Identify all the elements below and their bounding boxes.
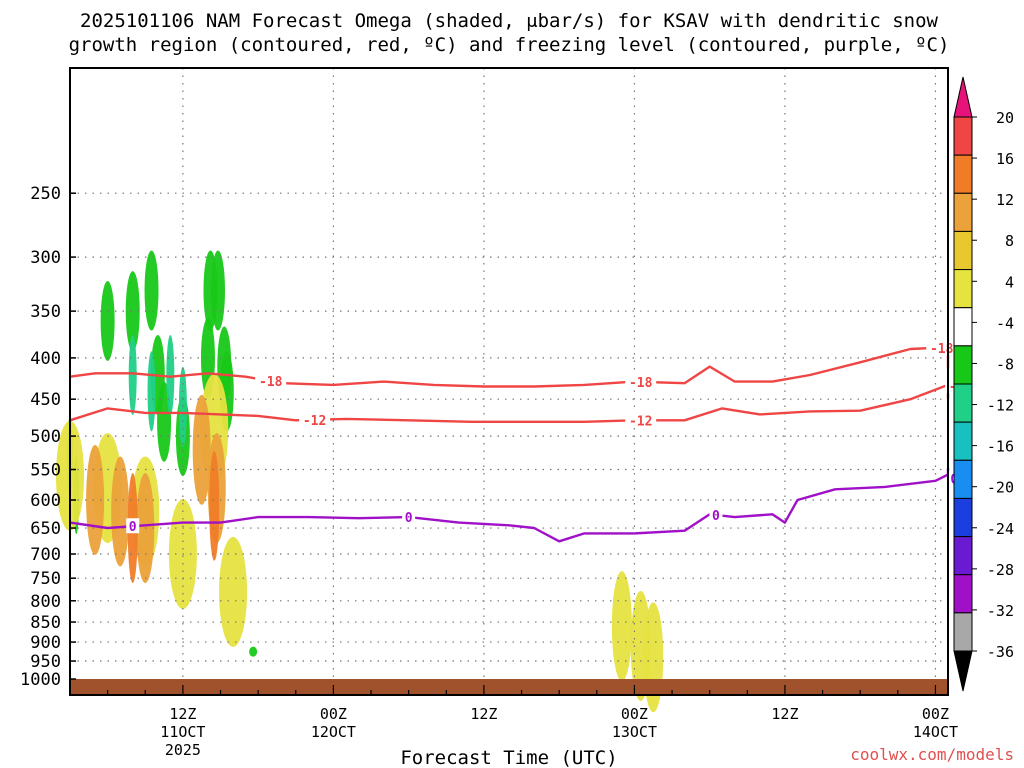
contour-label-bg (402, 509, 416, 525)
colorbar-label: -16 (987, 438, 1014, 456)
contour-label: 0 (129, 520, 137, 535)
contour-label-bg (126, 518, 140, 534)
contour-label: -12 (303, 414, 326, 429)
omega-cell-ascent (100, 280, 115, 361)
colorbar-swatch (953, 345, 973, 385)
omega-cell-descent-max (209, 450, 220, 561)
watermark: coolwx.com/models (850, 745, 1014, 764)
y-tick-label: 750 (30, 569, 61, 589)
colorbar-swatch (953, 269, 973, 309)
contour-label-bg (625, 412, 657, 428)
colorbar-swatch (953, 421, 973, 461)
y-tick-label: 800 (30, 592, 61, 612)
y-tick-label: 250 (30, 184, 61, 204)
colorbar-max-arrow (953, 76, 973, 118)
colorbar-label: -28 (987, 561, 1014, 579)
x-tick-label: 12Z (169, 705, 196, 723)
colorbar-swatch (953, 574, 973, 614)
y-tick-label: 450 (30, 390, 61, 410)
omega-shading (56, 250, 664, 713)
omega-cell-descent-core (192, 394, 211, 505)
omega-cell-ascent-isolated (249, 646, 258, 657)
colorbar-label: -12 (987, 397, 1014, 415)
contour-label-bg (709, 506, 723, 522)
omega-cell-descent-core (111, 456, 130, 567)
y-tick-label: 1000 (20, 670, 61, 690)
colorbar-swatch (953, 497, 973, 538)
contour-label-bg (625, 373, 657, 389)
colorbar-label: 12 (996, 191, 1014, 209)
omega-cell-ascent-core (147, 351, 156, 432)
chart-title-line2: growth region (contoured, red, ºC) and f… (69, 34, 950, 56)
chart-title-line1: 2025101106 NAM Forecast Omega (shaded, μ… (80, 10, 938, 32)
colorbar-swatch (953, 192, 973, 232)
colorbar-swatch (953, 116, 973, 156)
x-tick-label: 12Z (470, 705, 497, 723)
x-axis-label: Forecast Time (UTC) (400, 747, 617, 768)
colorbar-label: -20 (987, 479, 1014, 497)
contour-label-bg (299, 411, 331, 427)
y-tick-label: 700 (30, 545, 61, 565)
omega-cell-ascent (211, 250, 226, 331)
omega-cell-ascent (125, 271, 140, 352)
colorbar-label: -4 (996, 314, 1014, 332)
colorbar-swatch (953, 612, 973, 652)
colorbar: 20 16 12 8 4 -4 -8 -12 -16 -20 -24 -28 -32 -36 (953, 76, 1014, 692)
x-tick-date: 12OCT (311, 723, 356, 741)
colorbar-swatch (953, 307, 973, 347)
x-tick-date: 13OCT (612, 723, 657, 741)
contour-label: -18 (930, 342, 954, 357)
colorbar-min-arrow (953, 650, 973, 692)
x-tick-label: 12Z (771, 705, 798, 723)
colorbar-swatch (953, 536, 973, 576)
ground-terrain (70, 679, 948, 695)
y-tick-label: 850 (30, 613, 61, 633)
contour-label: -18 (259, 375, 283, 390)
y-tick-label: 900 (30, 633, 61, 653)
y-axis: 2503003504004505005506006507007508008509… (20, 184, 76, 690)
contour-0 (69, 467, 950, 543)
x-tick-label: 00Z (320, 705, 347, 723)
contour-label-bg (926, 339, 958, 355)
colorbar-label: -24 (987, 520, 1014, 538)
colorbar-swatch (953, 459, 973, 499)
contour-label: 0 (405, 511, 413, 526)
y-tick-label: 400 (30, 349, 61, 369)
x-tick-date: 11OCT (160, 723, 205, 741)
omega-cell-descent-late (611, 571, 632, 682)
y-tick-label: 950 (30, 652, 61, 672)
y-tick-label: 300 (30, 248, 61, 268)
x-tick-label: 00Z (922, 705, 949, 723)
x-tick-year: 2025 (165, 741, 201, 759)
colorbar-label: 16 (996, 150, 1014, 168)
contour-label: -18 (629, 376, 653, 391)
omega-cell-ascent-core (166, 334, 175, 415)
x-tick-label: 00Z (621, 705, 648, 723)
y-tick-label: 650 (30, 519, 61, 539)
colorbar-swatch (953, 230, 973, 271)
colorbar-label: 20 (996, 109, 1014, 127)
colorbar-swatch (953, 383, 973, 423)
x-tick-date: 14OCT (913, 723, 958, 741)
omega-cell-descent (219, 536, 248, 647)
colorbar-label: -32 (987, 602, 1014, 620)
colorbar-swatch (953, 154, 973, 194)
contour-label: -12 (629, 414, 652, 429)
y-tick-label: 500 (30, 427, 61, 447)
omega-cell-ascent (144, 250, 159, 331)
contour-label-bg (255, 373, 287, 389)
colorbar-label: -8 (996, 355, 1014, 373)
y-tick-label: 350 (30, 302, 61, 322)
y-tick-label: 550 (30, 460, 61, 480)
omega-cell-ascent-core (128, 334, 137, 415)
y-tick-label: 600 (30, 491, 61, 511)
plot-frame (69, 67, 949, 696)
contour-label: 0 (712, 509, 720, 524)
colorbar-label: 4 (1005, 273, 1014, 291)
colorbar-label: 8 (1005, 232, 1014, 250)
colorbar-label: -36 (987, 643, 1014, 661)
